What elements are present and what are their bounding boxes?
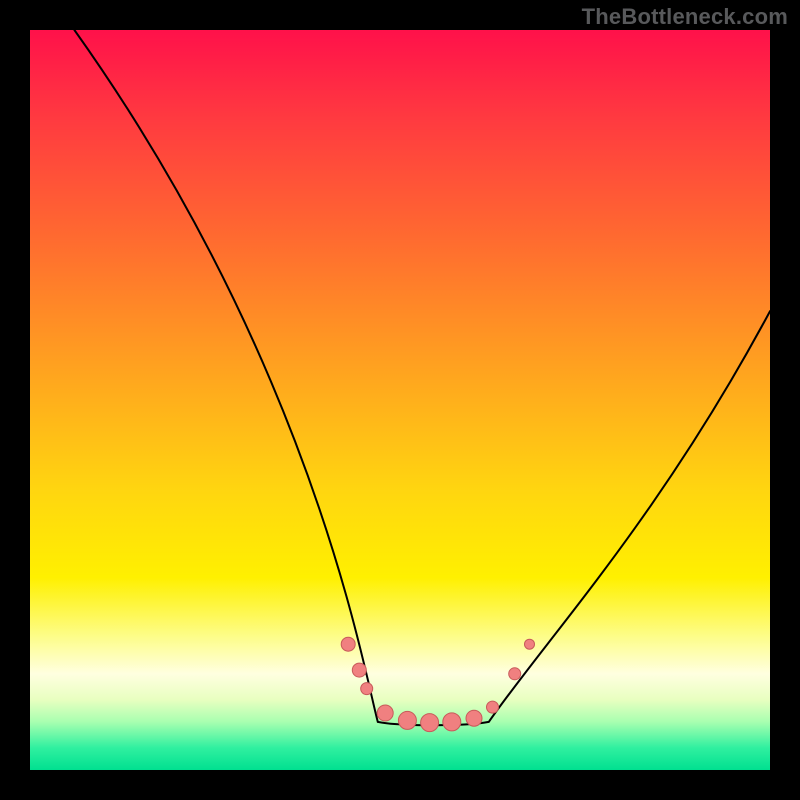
attribution-text: TheBottleneck.com [582,4,788,30]
trough-marker [525,639,535,649]
chart-container [0,0,800,800]
trough-marker [509,668,521,680]
trough-marker [443,713,461,731]
trough-marker [352,663,366,677]
trough-marker [487,701,499,713]
trough-marker [466,710,482,726]
trough-marker [421,714,439,732]
chart-gradient-background [30,30,770,770]
trough-marker [341,637,355,651]
trough-marker [398,711,416,729]
trough-marker [361,683,373,695]
chart-svg [0,0,800,800]
trough-marker [377,705,393,721]
